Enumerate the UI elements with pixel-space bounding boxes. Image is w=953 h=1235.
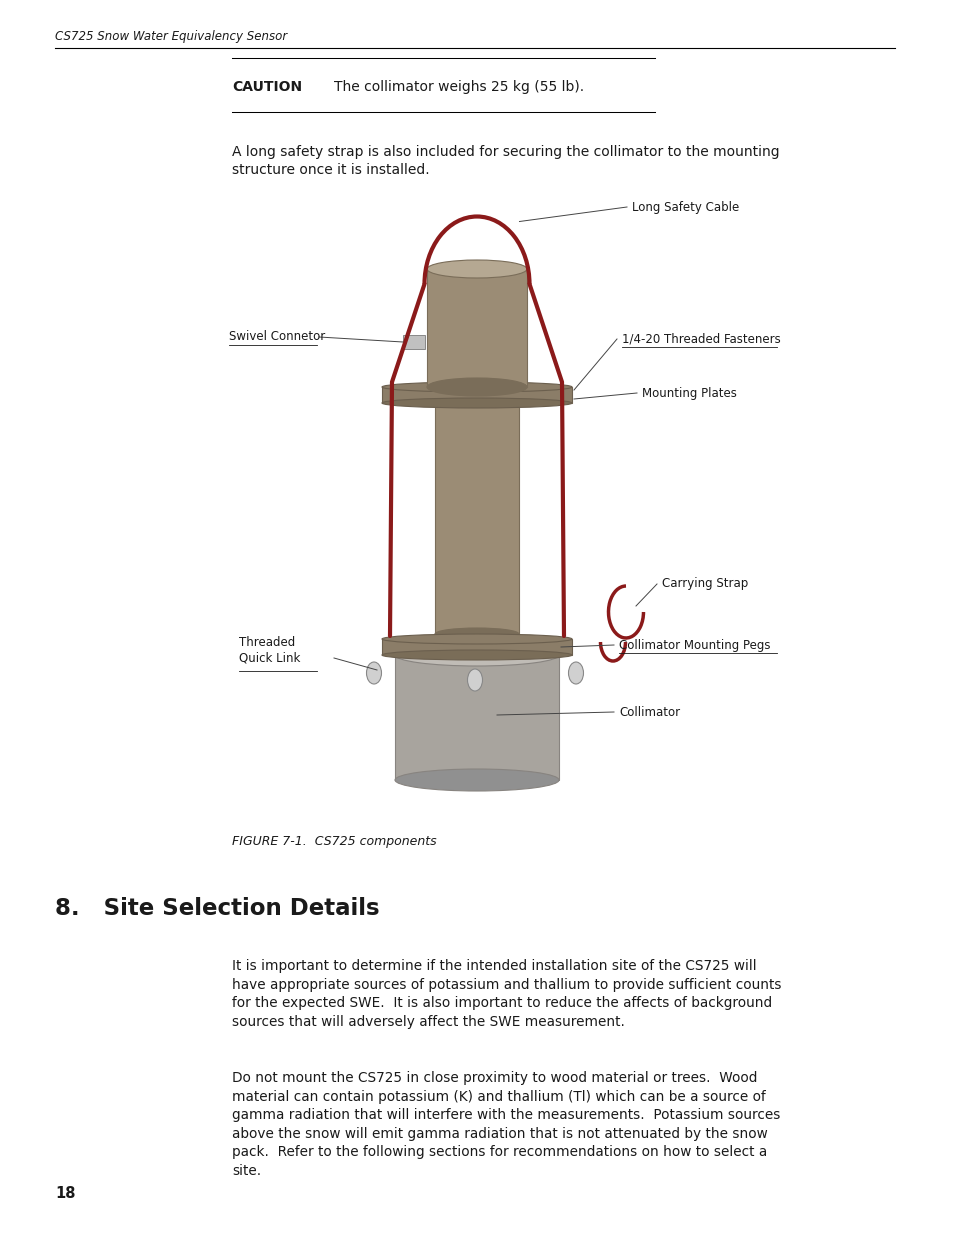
Ellipse shape: [395, 769, 558, 790]
Bar: [427, 269, 526, 387]
Bar: [402, 336, 424, 348]
Ellipse shape: [381, 382, 572, 391]
Ellipse shape: [467, 669, 482, 692]
Text: CS725 Snow Water Equivalency Sensor: CS725 Snow Water Equivalency Sensor: [55, 30, 287, 43]
Ellipse shape: [381, 398, 572, 408]
Text: Do not mount the CS725 in close proximity to wood material or trees.  Wood
mater: Do not mount the CS725 in close proximit…: [232, 1071, 780, 1178]
Bar: [435, 403, 518, 634]
Text: Carrying Strap: Carrying Strap: [661, 578, 747, 590]
Bar: [395, 655, 558, 781]
Ellipse shape: [568, 662, 583, 684]
Bar: [381, 638, 572, 655]
Ellipse shape: [435, 629, 518, 640]
Ellipse shape: [366, 662, 381, 684]
Ellipse shape: [427, 261, 526, 278]
Text: It is important to determine if the intended installation site of the CS725 will: It is important to determine if the inte…: [232, 960, 781, 1029]
Text: 8.   Site Selection Details: 8. Site Selection Details: [55, 897, 379, 920]
Ellipse shape: [395, 643, 558, 666]
Text: 1/4-20 Threaded Fasteners: 1/4-20 Threaded Fasteners: [621, 332, 780, 346]
Ellipse shape: [381, 634, 572, 643]
Ellipse shape: [427, 378, 526, 396]
Text: CAUTION: CAUTION: [232, 80, 302, 94]
Text: A long safety strap is also included for securing the collimator to the mounting: A long safety strap is also included for…: [232, 144, 779, 178]
Text: Long Safety Cable: Long Safety Cable: [631, 200, 739, 214]
Text: FIGURE 7-1.  CS725 components: FIGURE 7-1. CS725 components: [232, 835, 436, 848]
Text: 18: 18: [55, 1186, 75, 1200]
Bar: [381, 387, 572, 403]
Ellipse shape: [381, 650, 572, 659]
Text: Collimator Mounting Pegs: Collimator Mounting Pegs: [618, 638, 770, 652]
Text: The collimator weighs 25 kg (55 lb).: The collimator weighs 25 kg (55 lb).: [334, 80, 583, 94]
Text: Mounting Plates: Mounting Plates: [641, 387, 736, 399]
Text: Swivel Connetor: Swivel Connetor: [229, 331, 325, 343]
Text: Collimator: Collimator: [618, 705, 679, 719]
Text: Threaded
Quick Link: Threaded Quick Link: [239, 636, 300, 664]
